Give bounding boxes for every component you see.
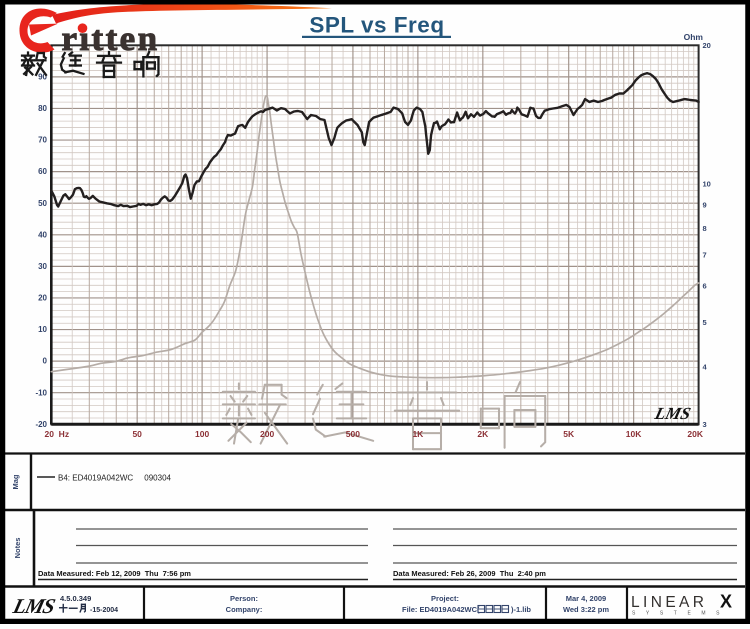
- svg-text:SYSTEMS: SYSTEMS: [632, 611, 730, 617]
- svg-text:4: 4: [703, 362, 708, 371]
- svg-text:Notes: Notes: [13, 538, 22, 559]
- svg-text:70: 70: [38, 136, 47, 145]
- svg-text:-10: -10: [35, 388, 47, 397]
- svg-text:LINEAR: LINEAR: [631, 594, 707, 611]
- svg-text:20K: 20K: [687, 429, 703, 439]
- svg-text:0: 0: [43, 357, 48, 366]
- svg-text:-20: -20: [35, 420, 47, 429]
- svg-text:Person:: Person:: [230, 594, 258, 603]
- svg-text:10: 10: [703, 179, 711, 188]
- svg-text:200: 200: [260, 429, 274, 439]
- svg-text:SPL vs Freq: SPL vs Freq: [309, 13, 444, 38]
- svg-text:Wed 3:22 pm: Wed 3:22 pm: [563, 605, 609, 614]
- svg-text:50: 50: [132, 429, 142, 439]
- svg-text:7: 7: [703, 251, 707, 260]
- svg-text:Mar 4, 2009: Mar 4, 2009: [566, 594, 606, 603]
- svg-text:20: 20: [38, 294, 47, 303]
- svg-text:Mag: Mag: [11, 474, 20, 489]
- svg-text:Project:: Project:: [431, 594, 459, 603]
- svg-text:LMS: LMS: [10, 594, 57, 618]
- svg-text:Company:: Company:: [226, 605, 263, 614]
- svg-text:9: 9: [703, 200, 707, 209]
- svg-text:90: 90: [38, 73, 47, 82]
- svg-text:500: 500: [346, 429, 360, 439]
- svg-text:3: 3: [703, 420, 707, 429]
- svg-text:Ohm: Ohm: [684, 32, 704, 42]
- svg-text:rıtten: rıtten: [62, 19, 160, 58]
- svg-text:4.5.0.349: 4.5.0.349: [60, 594, 91, 603]
- svg-text:10K: 10K: [626, 429, 642, 439]
- svg-text:LMS: LMS: [652, 404, 693, 423]
- svg-text:6: 6: [703, 281, 707, 290]
- svg-text:60: 60: [38, 167, 47, 176]
- svg-text:80: 80: [38, 104, 47, 113]
- svg-text:B4: ED4019A042WC 090304: B4: ED4019A042WC 090304: [58, 474, 172, 483]
- svg-text:5: 5: [703, 318, 707, 327]
- svg-text:2K: 2K: [477, 429, 489, 439]
- svg-text:100: 100: [195, 429, 209, 439]
- svg-text:X: X: [720, 592, 732, 612]
- svg-text:10: 10: [38, 325, 47, 334]
- svg-text:30: 30: [38, 262, 47, 271]
- svg-text:Data Measured: Feb 26, 2009 T: Data Measured: Feb 26, 2009 Thu 2:40 pm: [393, 569, 546, 578]
- svg-text:20: 20: [703, 41, 711, 50]
- svg-text:File: ED4019A042WC(: File: ED4019A042WC(: [402, 605, 480, 614]
- svg-text:8: 8: [703, 224, 707, 233]
- svg-text:Data Measured: Feb 12, 2009 T: Data Measured: Feb 12, 2009 Thu 7:56 pm: [38, 569, 191, 578]
- svg-text:1K: 1K: [412, 429, 424, 439]
- svg-text:-15-2004: -15-2004: [90, 607, 118, 614]
- svg-text:50: 50: [38, 199, 47, 208]
- svg-text:)-1.lib: )-1.lib: [511, 605, 531, 614]
- svg-text:20 Hz: 20 Hz: [45, 429, 70, 439]
- svg-text:40: 40: [38, 230, 47, 239]
- svg-text:5K: 5K: [563, 429, 575, 439]
